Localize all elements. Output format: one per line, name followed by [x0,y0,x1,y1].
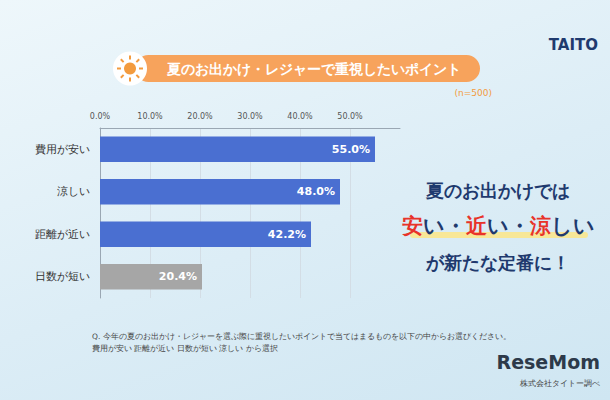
svg-text:い・: い・ [487,214,530,238]
svg-text:0.0%: 0.0% [90,112,111,121]
svg-text:55.0%: 55.0% [332,143,370,156]
svg-text:費用が安い: 費用が安い [35,143,90,156]
svg-text:安: 安 [402,214,423,238]
svg-text:株式会社タイトー調べ: 株式会社タイトー調べ [519,379,600,388]
svg-text:50.0%: 50.0% [337,112,363,121]
svg-text:夏のお出かけ・レジャーで重視したいポイント: 夏のお出かけ・レジャーで重視したいポイント [166,61,461,77]
svg-text:しい: しい [551,214,595,238]
svg-text:涼: 涼 [529,214,551,238]
svg-text:48.0%: 48.0% [297,185,335,198]
svg-text:い・: い・ [423,214,466,238]
svg-text:距離が近い: 距離が近い [35,228,90,241]
svg-text:10.0%: 10.0% [137,112,163,121]
svg-text:(n=500): (n=500) [455,88,492,98]
svg-text:30.0%: 30.0% [237,112,263,121]
svg-text:夏のお出かけでは: 夏のお出かけでは [425,180,570,201]
svg-text:42.2%: 42.2% [268,228,306,241]
svg-text:日数が短い: 日数が短い [35,270,90,283]
svg-text:40.0%: 40.0% [287,112,313,121]
svg-text:20.0%: 20.0% [187,112,213,121]
svg-text:近: 近 [465,214,487,238]
svg-text:涼しい: 涼しい [57,185,90,198]
svg-text:費用が安い 距離が近い 日数が短い 涼しい から選択: 費用が安い 距離が近い 日数が短い 涼しい から選択 [92,344,278,353]
svg-text:Q. 今年の夏のお出かけ・レジャーを選ぶ際に重視したいポイン: Q. 今年の夏のお出かけ・レジャーを選ぶ際に重視したいポイントで当てはまるものを… [92,332,511,341]
svg-text:20.4%: 20.4% [159,270,197,283]
svg-text:TAITO: TAITO [549,36,598,54]
svg-text:ReseMom: ReseMom [497,351,600,373]
svg-text:が新たな定番に！: が新たな定番に！ [425,252,570,273]
